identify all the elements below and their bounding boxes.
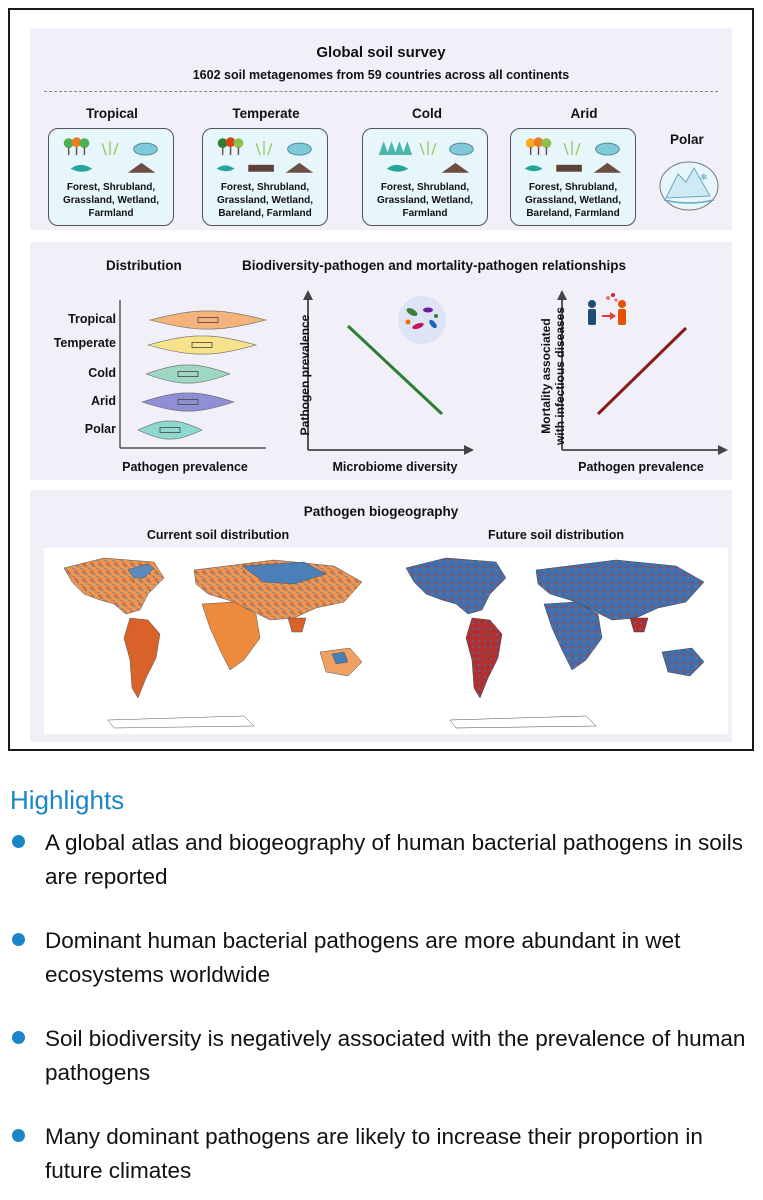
distribution-row-label: Arid: [91, 394, 116, 408]
highlight-text: Soil biodiversity is negatively associat…: [45, 1026, 746, 1085]
dashed-divider: [44, 91, 718, 92]
plot2-x-label: Pathogen prevalence: [578, 460, 704, 474]
highlight-text: Many dominant pathogens are likely to in…: [45, 1124, 703, 1183]
biome-label-arid: Arid: [570, 106, 598, 121]
boxplot-polar: [159, 427, 181, 433]
highlight-text: A global atlas and biogeography of human…: [45, 830, 743, 889]
relations-panel: Distribution Biodiversity-pathogen and m…: [30, 242, 732, 480]
biome-label-tropical: Tropical: [86, 106, 138, 121]
svg-text:❄: ❄: [700, 173, 708, 183]
ecosystem-icons: [524, 137, 622, 173]
biome-box-cold: Forest, Shrubland, Grassland, Wetland, F…: [362, 128, 488, 226]
diversity-pathogen-plot: [303, 290, 474, 455]
mortality-pathogen-plot: [557, 290, 728, 455]
graphical-abstract-frame: Global soil survey 1602 soil metagenomes…: [8, 8, 754, 751]
plot2-y-label-line2: with infectious diseases: [553, 306, 567, 446]
biome-types-arid: Forest, Shrubland, Grassland, Wetland, B…: [525, 182, 621, 219]
distribution-violin-plot: [119, 300, 268, 449]
bullet-icon: [12, 933, 25, 946]
iceberg-icon: ❄: [659, 161, 719, 211]
highlights-heading: Highlights: [10, 785, 125, 815]
violin-polar: [137, 420, 203, 440]
biome-box-tropical: Forest, Shrubland, Grassland, Wetland, F…: [48, 128, 174, 226]
violin-cold: [145, 364, 231, 384]
positive-trend-line: [596, 326, 688, 416]
biome-label-cold: Cold: [412, 106, 442, 121]
plot2-y-label: Mortality associated with infectious dis…: [539, 291, 567, 461]
distribution-row-label: Cold: [88, 366, 116, 380]
plot1-x-label: Microbiome diversity: [332, 460, 458, 474]
plot2-y-label-line1: Mortality associated: [539, 318, 553, 434]
negative-trend-line: [346, 324, 444, 416]
ecosystem-icons: [378, 141, 474, 173]
ecosystem-icons: [63, 137, 158, 173]
biogeography-panel: Pathogen biogeography Current soil distr…: [30, 490, 732, 742]
boxplot-cold: [177, 371, 199, 377]
biome-box-temperate: Forest, Shrubland, Grassland, Wetland, B…: [202, 128, 328, 226]
distribution-row-label: Polar: [84, 422, 116, 436]
distribution-x-label: Pathogen prevalence: [122, 460, 248, 474]
biome-types-temperate: Forest, Shrubland, Grassland, Wetland, B…: [217, 182, 313, 219]
violin-tropical: [148, 310, 268, 330]
biome-types-cold: Forest, Shrubland, Grassland, Wetland, F…: [377, 182, 473, 219]
bullet-icon: [12, 835, 25, 848]
distribution-row-label: Temperate: [53, 336, 116, 350]
current-distribution-map: [44, 548, 386, 734]
relationships-title: Biodiversity-pathogen and mortality-path…: [242, 258, 627, 273]
person-transmission-icon: [588, 293, 626, 325]
biome-types-tropical: Forest, Shrubland, Grassland, Wetland, F…: [63, 182, 159, 219]
bullet-icon: [12, 1031, 25, 1044]
future-distribution-map: [386, 548, 728, 734]
violin-arid: [141, 392, 235, 412]
distribution-row-label: Tropical: [68, 312, 116, 326]
distribution-title: Distribution: [106, 258, 182, 273]
biome-box-arid: Forest, Shrubland, Grassland, Wetland, B…: [510, 128, 636, 226]
bullet-icon: [12, 1129, 25, 1142]
ecosystem-icons: [216, 137, 314, 173]
highlight-text: Dominant human bacterial pathogens are m…: [45, 928, 681, 987]
future-map-title: Future soil distribution: [487, 528, 625, 542]
survey-panel: Global soil survey 1602 soil metagenomes…: [30, 28, 732, 230]
biome-label-polar: Polar: [670, 132, 704, 147]
plot1-y-label: Pathogen prevalence: [298, 314, 312, 436]
boxplot-tropical: [197, 317, 219, 323]
survey-title: Global soil survey: [316, 44, 446, 61]
boxplot-temperate: [191, 342, 213, 348]
microbe-icon: [398, 296, 446, 344]
current-map-title: Current soil distribution: [146, 528, 290, 542]
biome-label-temperate: Temperate: [232, 106, 300, 121]
survey-subtitle: 1602 soil metagenomes from 59 countries …: [192, 68, 570, 82]
violin-temperate: [146, 335, 258, 355]
biogeography-title: Pathogen biogeography: [303, 504, 459, 519]
boxplot-arid: [177, 399, 199, 405]
